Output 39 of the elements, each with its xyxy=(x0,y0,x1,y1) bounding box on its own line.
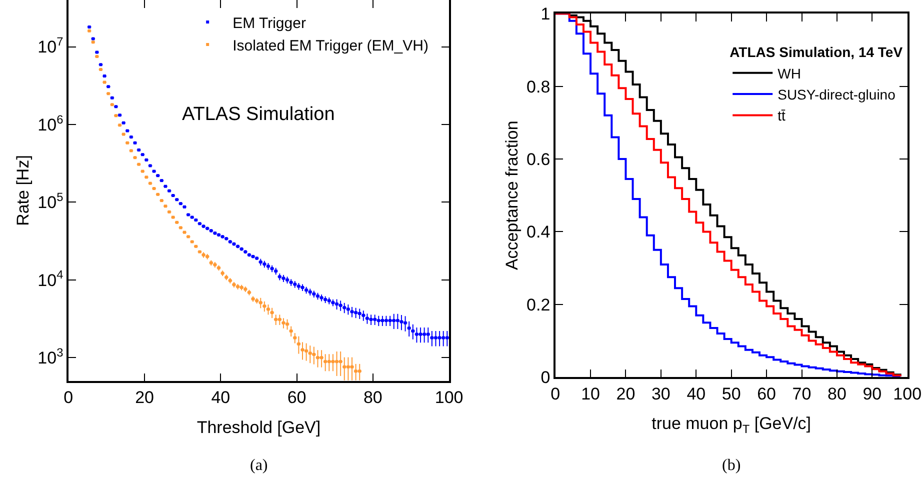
x-tick-label: 10 xyxy=(581,384,600,404)
legend-title: ATLAS Simulation, 14 TeV xyxy=(730,44,904,60)
y-tick-label: 0 xyxy=(540,368,550,388)
y-tick-label: 10$^{6}$ xyxy=(38,112,64,134)
x-axis-title: true muon p$_{T}$ [GeV/c] xyxy=(652,414,812,436)
x-tick-label: 30 xyxy=(651,384,670,404)
y-tick-label: 10$^{4}$ xyxy=(38,268,64,290)
legend-label: tt̄ xyxy=(778,108,786,124)
y-tick-label: 10$^{3}$ xyxy=(38,345,64,368)
y-axis-title: Rate [Hz] xyxy=(14,155,33,226)
x-tick-label: 80 xyxy=(363,388,382,408)
y-tick-label: 0.4 xyxy=(526,222,550,242)
legend-label: SUSY-direct-gluino xyxy=(778,86,896,103)
legend-label: Isolated EM Trigger (EM_VH) xyxy=(232,37,428,54)
x-tick-label: 40 xyxy=(211,388,230,408)
legend-label: WH xyxy=(778,65,801,82)
x-tick-label: 60 xyxy=(287,388,306,408)
y-tick-label: 1 xyxy=(540,4,550,24)
text: (b) xyxy=(722,457,741,474)
x-tick-label: 60 xyxy=(757,384,776,404)
y-tick-label: 0.2 xyxy=(526,295,550,314)
x-axis-title: Threshold [GeV] xyxy=(196,418,321,438)
x-tick-label: 80 xyxy=(828,384,846,404)
x-tick-label: 90 xyxy=(862,384,882,404)
annotation: ATLAS Simulation xyxy=(182,104,335,125)
x-tick-label: 20 xyxy=(135,388,154,408)
y-axis-title: Acceptance fraction xyxy=(502,120,522,270)
x-tick-label: 100 xyxy=(434,388,464,408)
y-tick-label: 10$^{7}$ xyxy=(38,34,64,57)
text: (a) xyxy=(250,457,268,474)
y-tick-label: 0.6 xyxy=(526,150,550,169)
x-tick-label: 100 xyxy=(893,384,922,404)
x-tick-label: 70 xyxy=(792,384,812,404)
x-tick-label: 40 xyxy=(686,384,706,404)
y-tick-label: 0.8 xyxy=(526,77,550,96)
legend-label: EM Trigger xyxy=(232,14,306,32)
x-tick-label: 20 xyxy=(616,384,636,404)
x-tick-label: 50 xyxy=(722,384,741,404)
y-tick-label: 10$^{5}$ xyxy=(38,190,64,212)
